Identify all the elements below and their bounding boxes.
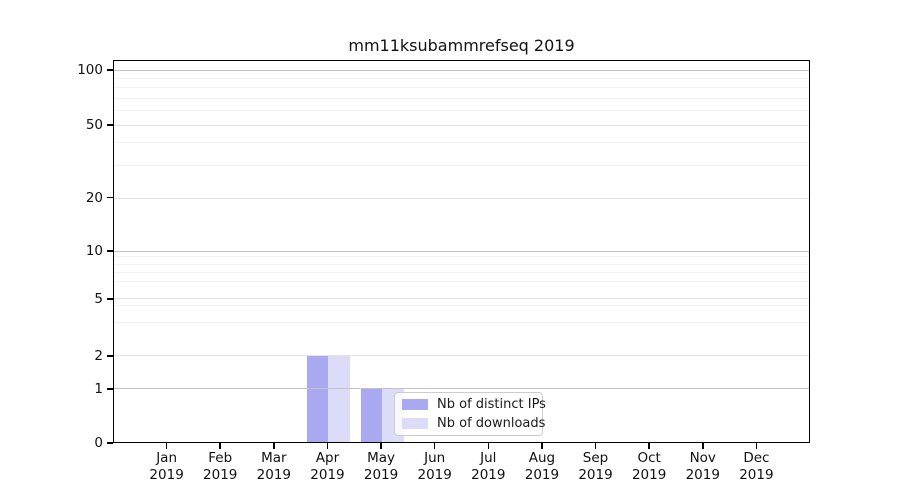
x-tick-label: Mar 2019 [242, 450, 306, 484]
y-tick-mark [107, 387, 113, 390]
x-tick-label: Jun 2019 [403, 450, 467, 484]
x-tick-year: 2019 [417, 467, 452, 483]
x-tick-label: Aug 2019 [510, 450, 574, 484]
x-tick-month: Oct [637, 450, 661, 466]
bar-nb-of-downloads-apr [328, 355, 350, 442]
minor-gridline [114, 256, 809, 258]
x-tick-label: Jan 2019 [135, 450, 199, 484]
y-tick-label: 5 [94, 290, 103, 307]
chart-title: mm11ksubammrefseq 2019 [348, 36, 575, 55]
y-tick-mark [107, 196, 113, 199]
legend-swatch-downloads [402, 418, 428, 429]
x-tick-mark [326, 443, 329, 449]
x-tick-mark [648, 443, 650, 449]
y-tick-label: 2 [94, 348, 103, 365]
x-tick-mark [541, 443, 543, 449]
gridline-y-5 [114, 298, 809, 300]
x-tick-mark [380, 443, 382, 449]
y-tick-mark [107, 124, 113, 126]
x-tick-mark [701, 443, 704, 449]
x-tick-label: Sep 2019 [564, 450, 628, 484]
x-tick-mark [433, 443, 436, 449]
x-tick-month: Jan [156, 450, 178, 466]
x-tick-month: May [367, 450, 396, 466]
x-tick-month: Feb [208, 450, 233, 466]
x-tick-mark [594, 443, 597, 449]
minor-gridline [114, 78, 809, 80]
y-tick-mark [107, 250, 113, 252]
minor-gridline [114, 98, 809, 100]
x-tick-label: Nov 2019 [671, 450, 735, 484]
x-tick-year: 2019 [256, 467, 292, 483]
minor-gridline [114, 87, 809, 89]
legend: Nb of distinct IPs Nb of downloads [394, 392, 546, 436]
x-tick-month: Aug [528, 450, 556, 466]
x-tick-month: Sep [582, 450, 609, 466]
gridline-y-2 [114, 355, 809, 356]
x-tick-year: 2019 [685, 467, 720, 483]
gridline-y-50 [114, 125, 809, 127]
x-tick-label: Jul 2019 [456, 450, 520, 484]
x-tick-month: Nov [689, 450, 716, 466]
x-tick-year: 2019 [310, 467, 345, 483]
bar-nb-of-distinct-ips-may [360, 388, 383, 442]
y-tick-mark [107, 68, 113, 71]
minor-gridline [114, 281, 809, 283]
x-tick-label: Feb 2019 [188, 450, 252, 484]
y-tick-label: 10 [85, 243, 103, 260]
x-tick-label: May 2019 [349, 450, 413, 484]
legend-label: Nb of downloads [437, 416, 546, 431]
plot-area: Nb of distinct IPs Nb of downloads [113, 60, 810, 443]
minor-gridline [114, 305, 809, 307]
y-tick-label: 50 [85, 117, 103, 134]
legend-item: Nb of distinct IPs [402, 397, 546, 412]
y-tick-label: 1 [94, 380, 103, 397]
x-tick-year: 2019 [524, 467, 560, 483]
minor-gridline [114, 271, 809, 273]
minor-gridline [114, 263, 809, 265]
x-tick-mark [165, 443, 168, 449]
y-tick-mark [107, 355, 113, 357]
x-tick-month: Jul [480, 450, 497, 466]
legend-swatch-distinct-ips [402, 399, 428, 410]
x-tick-label: Oct 2019 [617, 450, 681, 484]
y-tick-label: 100 [77, 61, 103, 78]
x-tick-year: 2019 [739, 467, 774, 483]
legend-label: Nb of distinct IPs [437, 397, 546, 412]
x-tick-year: 2019 [578, 467, 613, 483]
gridline-y-1 [114, 387, 809, 389]
minor-gridline [114, 142, 809, 144]
minor-gridline [114, 164, 809, 166]
x-tick-year: 2019 [203, 467, 238, 483]
x-tick-mark [487, 443, 490, 449]
gridline-y-10 [114, 250, 809, 252]
x-tick-mark [219, 443, 222, 449]
legend-item: Nb of downloads [402, 416, 545, 431]
x-tick-month: Mar [261, 450, 287, 466]
y-tick-mark [107, 442, 113, 444]
y-tick-mark [107, 297, 113, 300]
y-tick-label: 0 [94, 435, 103, 451]
x-tick-month: Jun [424, 450, 446, 466]
y-tick-label: 20 [85, 189, 103, 206]
bar-nb-of-distinct-ips-apr [306, 355, 329, 442]
x-tick-year: 2019 [149, 467, 184, 483]
x-tick-month: Dec [743, 450, 770, 466]
x-tick-mark [755, 443, 758, 449]
gridline-y-100 [114, 70, 809, 72]
x-tick-year: 2019 [471, 467, 506, 483]
x-tick-year: 2019 [631, 467, 667, 483]
x-tick-label: Apr 2019 [295, 450, 359, 484]
x-tick-month: Apr [315, 450, 340, 466]
gridline-y-20 [114, 197, 809, 199]
minor-gridline [114, 322, 809, 324]
x-tick-label: Dec 2019 [724, 450, 788, 484]
x-tick-year: 2019 [363, 467, 399, 483]
x-tick-mark [273, 443, 275, 449]
minor-gridline [114, 110, 809, 112]
